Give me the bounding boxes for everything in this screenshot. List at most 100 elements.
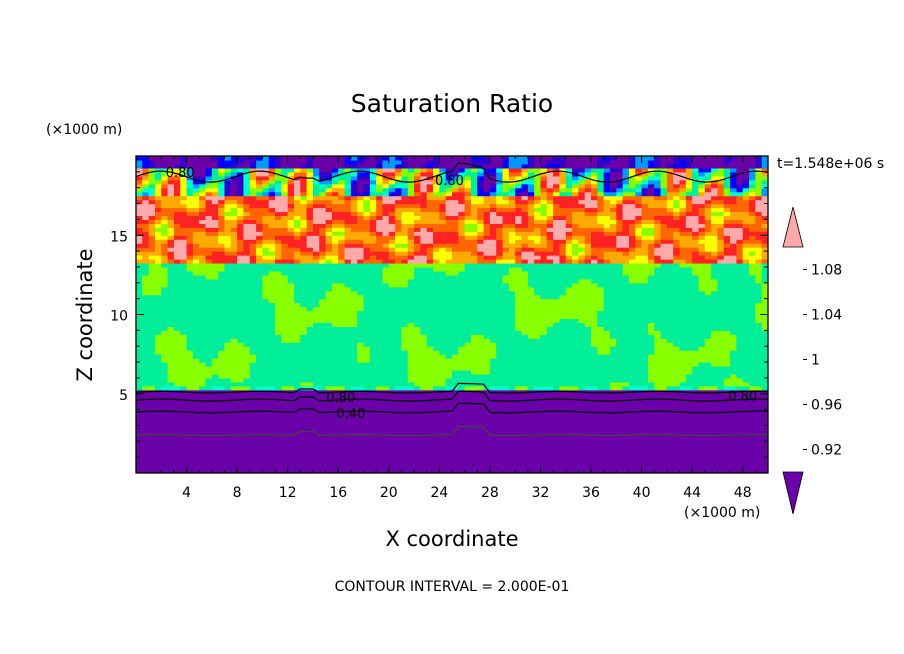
field-cell	[262, 167, 270, 173]
field-cell	[186, 425, 194, 431]
field-cell	[224, 425, 232, 431]
field-cell	[452, 266, 459, 272]
field-cell	[186, 187, 194, 193]
field-cell	[180, 350, 188, 355]
field-cell	[312, 342, 320, 347]
field-cell	[205, 247, 213, 252]
field-cell	[445, 350, 453, 355]
field-cell	[224, 314, 232, 320]
field-cell	[154, 346, 162, 351]
field-cell	[325, 405, 333, 411]
field-cell	[256, 286, 263, 292]
field-cell	[262, 191, 270, 197]
field-cell	[243, 274, 251, 280]
field-cell	[275, 385, 282, 391]
field-cell	[338, 306, 346, 312]
field-cell	[319, 219, 327, 224]
field-cell	[426, 413, 434, 419]
field-cell	[306, 469, 314, 473]
field-cell	[395, 227, 403, 232]
field-cell	[275, 326, 282, 331]
field-cell	[458, 278, 466, 284]
field-cell	[180, 171, 188, 177]
field-cell	[256, 195, 263, 201]
field-cell	[300, 255, 308, 260]
field-cell	[388, 334, 396, 339]
field-cell	[452, 195, 459, 201]
field-cell	[338, 187, 346, 193]
field-cell	[294, 338, 301, 343]
field-cell	[243, 346, 251, 351]
field-cell	[312, 385, 320, 391]
field-cell	[294, 278, 301, 284]
field-cell	[192, 449, 200, 454]
field-cell	[407, 183, 415, 189]
field-cell	[369, 350, 377, 355]
field-cell	[256, 397, 263, 403]
field-cell	[483, 389, 491, 395]
field-cell	[515, 334, 523, 339]
field-cell	[344, 421, 352, 427]
field-cell	[136, 266, 143, 272]
field-cell	[148, 262, 156, 268]
field-cell	[287, 421, 295, 427]
field-cell	[376, 362, 384, 367]
field-cell	[230, 366, 238, 371]
field-cell	[508, 338, 516, 343]
field-cell	[464, 163, 472, 169]
field-cell	[331, 266, 339, 272]
field-cell	[483, 362, 491, 367]
field-cell	[136, 449, 143, 454]
field-cell	[294, 215, 301, 220]
field-cell	[521, 334, 529, 339]
field-cell	[192, 453, 200, 458]
field-cell	[452, 203, 459, 209]
field-cell	[357, 290, 365, 296]
field-cell	[376, 195, 384, 201]
field-cell	[331, 215, 339, 220]
field-cell	[464, 441, 472, 446]
field-cell	[154, 211, 162, 217]
field-cell	[268, 338, 276, 343]
field-cell	[294, 191, 301, 197]
field-cell	[489, 429, 497, 434]
field-cell	[363, 290, 371, 296]
field-cell	[401, 318, 409, 324]
field-cell	[477, 377, 485, 383]
field-cell	[186, 195, 194, 201]
field-cell	[470, 377, 478, 383]
field-cell	[414, 231, 421, 236]
field-cell	[281, 405, 289, 411]
field-cell	[382, 425, 390, 431]
field-cell	[312, 465, 320, 470]
field-cell	[395, 469, 403, 473]
field-cell	[369, 377, 377, 383]
field-cell	[344, 381, 352, 387]
field-cell	[477, 231, 485, 236]
field-cell	[433, 385, 440, 391]
field-cell	[483, 366, 491, 371]
field-cell	[167, 393, 175, 399]
field-cell	[161, 342, 169, 347]
field-cell	[420, 405, 428, 411]
field-cell	[262, 278, 270, 284]
field-cell	[312, 175, 320, 181]
field-cell	[319, 318, 327, 324]
field-cell	[142, 457, 150, 462]
field-cell	[439, 441, 447, 446]
field-cell	[312, 397, 320, 403]
field-cell	[306, 179, 314, 185]
field-cell	[439, 286, 447, 292]
field-cell	[496, 469, 504, 473]
field-cell	[312, 350, 320, 355]
field-cell	[470, 441, 478, 446]
field-cell	[401, 362, 409, 367]
field-cell	[433, 259, 440, 264]
field-cell	[414, 282, 421, 288]
field-cell	[249, 318, 257, 324]
field-cell	[224, 274, 232, 280]
field-cell	[161, 235, 169, 240]
field-cell	[363, 461, 371, 466]
field-cell	[426, 381, 434, 387]
field-cell	[154, 239, 162, 244]
